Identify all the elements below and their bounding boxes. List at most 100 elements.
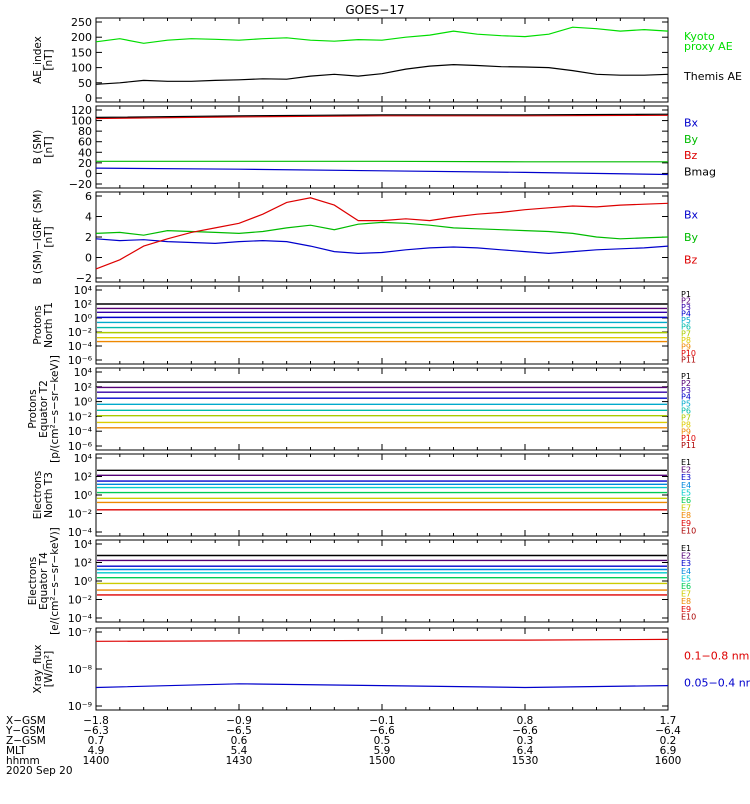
y-tick-label: 0 xyxy=(85,252,92,265)
y-tick-label: 200 xyxy=(71,31,92,44)
y-tick-label: 10⁻⁴ xyxy=(68,340,93,353)
channel-label: E5 xyxy=(681,488,691,497)
x-axis-value: 0.5 xyxy=(374,735,391,747)
y-tick-label: 10² xyxy=(74,471,92,484)
y-tick-label: −20 xyxy=(69,178,92,191)
y-tick-label: 6 xyxy=(85,190,92,203)
channel-label: P11 xyxy=(681,355,696,364)
channel-label: P11 xyxy=(681,441,696,450)
x-axis-value: −0.1 xyxy=(369,715,395,727)
x-axis-value: 0.3 xyxy=(517,735,534,747)
legend-label: proxy AE xyxy=(684,40,733,53)
y-axis-label: Protons xyxy=(32,305,44,344)
y-axis-label: Xray_flux xyxy=(32,645,44,694)
panel-xray: 10⁻⁹ 10⁻⁸ 10⁻⁷ Xray_flux [W/m²] 0.1−0.8 nm 0.0… xyxy=(32,626,750,713)
x-axis-value: 0.6 xyxy=(231,735,248,747)
y-tick-label: 10⁻⁶ xyxy=(68,440,93,453)
legend-label: By xyxy=(684,133,699,146)
channel-label: P2 xyxy=(681,297,691,306)
channel-label: P8 xyxy=(681,336,691,345)
legend-label: Bz xyxy=(684,149,698,162)
legend-label: Bmag xyxy=(684,166,716,179)
channel-label: P1 xyxy=(681,290,691,299)
legend-label: Kyoto xyxy=(684,30,715,43)
y-tick-label: 20 xyxy=(78,157,92,170)
legend-label: Bx xyxy=(684,116,699,129)
y-axis-label: AE_index xyxy=(32,36,44,84)
y-tick-label: 10⁴ xyxy=(74,284,93,297)
panel-frame xyxy=(95,17,669,103)
y-axis-label: North T3 xyxy=(43,472,55,518)
y-tick-label: 10⁰ xyxy=(74,575,93,588)
x-axis-value: −0.9 xyxy=(226,715,252,727)
channel-label: E8 xyxy=(681,597,691,606)
x-axis-value: −6.5 xyxy=(226,725,252,737)
y-axis-label: Electrons xyxy=(32,471,44,520)
x-axis-value: 1500 xyxy=(369,755,396,767)
y-tick-label: 10⁻² xyxy=(68,594,92,607)
y-axis-label: North T1 xyxy=(43,302,55,348)
y-tick-label: 10⁻⁹ xyxy=(68,700,92,713)
x-axis-value: −6.3 xyxy=(83,725,109,737)
x-axis-value: 0.8 xyxy=(517,715,534,727)
y-axis-label: [nT] xyxy=(43,136,55,157)
channel-label: P3 xyxy=(681,386,691,395)
series-line-kyoto-proxy-ae xyxy=(95,26,669,44)
y-axis-label: Protons xyxy=(27,389,39,428)
channel-label: E3 xyxy=(681,473,691,482)
x-axis-value: 1530 xyxy=(512,755,539,767)
channel-label: P2 xyxy=(681,379,691,388)
y-tick-label: 10⁻² xyxy=(68,508,92,521)
channel-label: E5 xyxy=(681,574,691,583)
panel-frame xyxy=(95,191,669,283)
y-tick-label: 10⁻⁴ xyxy=(68,612,93,625)
y-tick-label: 10² xyxy=(74,381,92,394)
channel-label: E6 xyxy=(681,582,691,591)
x-axis-row-label: hhmm xyxy=(6,755,40,767)
series-line-themis-ae xyxy=(95,63,669,85)
y-axis-label: [e/(cm²−s−sr−keV)] xyxy=(49,527,61,635)
y-axis-label: B (SM)−IGRF (SM) xyxy=(32,189,44,284)
x-axis-value: 6.4 xyxy=(517,745,534,757)
channel-label: P9 xyxy=(681,342,691,351)
channel-label: P8 xyxy=(681,420,691,429)
channel-label: E4 xyxy=(681,481,691,490)
y-tick-label: 10⁻⁷ xyxy=(68,626,92,639)
y-tick-label: 4 xyxy=(85,211,92,224)
x-axis-value: 5.9 xyxy=(374,745,391,757)
x-axis-value: −1.8 xyxy=(83,715,109,727)
panel-frame xyxy=(95,539,669,623)
channel-label: P4 xyxy=(681,393,691,402)
panel-frame xyxy=(95,105,669,189)
channel-label: P9 xyxy=(681,427,691,436)
y-tick-label: 50 xyxy=(78,77,92,90)
series-line-xray xyxy=(95,638,669,642)
channel-label: E2 xyxy=(681,466,691,475)
y-axis-label: Equator T4 xyxy=(38,552,50,610)
y-tick-label: 2 xyxy=(85,231,92,244)
channel-label: P10 xyxy=(681,349,696,358)
panel-frame xyxy=(95,285,669,365)
y-tick-label: 60 xyxy=(78,136,92,149)
panel-frame xyxy=(95,453,669,537)
y-tick-label: 80 xyxy=(78,125,92,138)
x-axis-value: 1430 xyxy=(226,755,253,767)
y-tick-label: 10⁻⁸ xyxy=(68,663,93,676)
channel-label: E2 xyxy=(681,552,691,561)
x-axis-value: 4.9 xyxy=(88,745,105,757)
series-line-xray xyxy=(95,683,669,689)
x-axis-value: 0.2 xyxy=(660,735,677,747)
y-tick-label: 10⁰ xyxy=(74,396,93,409)
channel-label: P6 xyxy=(681,407,691,416)
channel-label: P1 xyxy=(681,372,691,381)
channel-label: P3 xyxy=(681,303,691,312)
y-tick-label: 10⁰ xyxy=(74,312,93,325)
channel-label: E10 xyxy=(681,526,696,535)
